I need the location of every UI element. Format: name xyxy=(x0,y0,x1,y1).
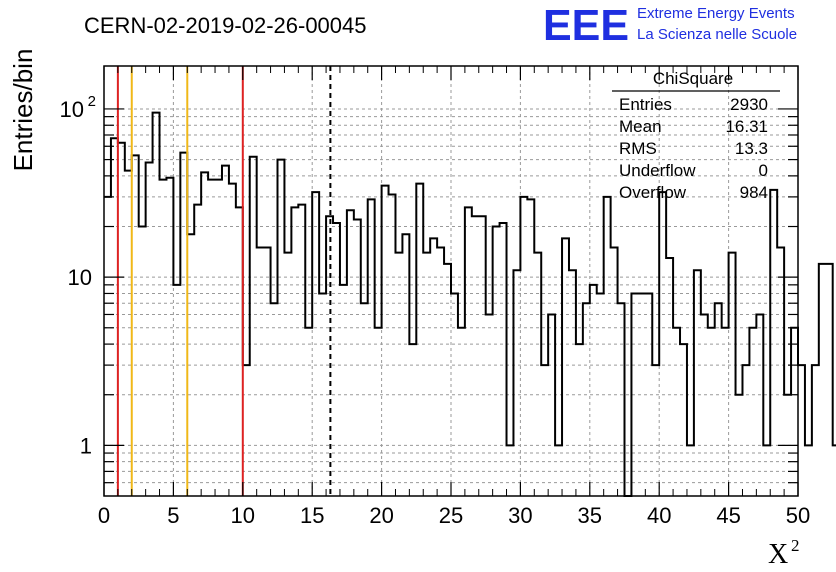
stats-title: ChiSquare xyxy=(653,69,733,88)
x-tick-label: 45 xyxy=(716,503,740,528)
x-tick-label: 5 xyxy=(167,503,179,528)
y-tick-label: 10 xyxy=(68,265,92,290)
stats-row-label: RMS xyxy=(619,139,657,158)
stats-row-label: Overflow xyxy=(619,183,687,202)
y-axis-title: Entries/bin xyxy=(8,49,38,172)
eee-logo: EEE Extreme Energy Events La Scienza nel… xyxy=(543,1,797,50)
y-axis-label: Entries/bin xyxy=(8,49,38,172)
stats-row-value: 2930 xyxy=(730,95,768,114)
x-axis: 0 5 10 15 20 25 30 35 40 45 50 xyxy=(98,66,810,528)
y-tick-label-exponent: 2 xyxy=(88,93,96,110)
histogram-bars xyxy=(104,111,836,497)
stats-rows: Entries 2930 Mean 16.31 RMS 13.3 Underflow 0 Ove… xyxy=(619,95,768,202)
stats-row-label: Mean xyxy=(619,117,662,136)
y-tick-label: 1 xyxy=(80,433,92,458)
x-axis-label: X xyxy=(768,539,788,570)
x-tick-label: 15 xyxy=(300,503,324,528)
logo-mark: EEE xyxy=(543,1,629,50)
x-axis-title: X 2 xyxy=(768,536,800,570)
stats-row-label: Underflow xyxy=(619,161,696,180)
y-tick-label: 10 xyxy=(60,97,84,122)
x-tick-label: 40 xyxy=(647,503,671,528)
x-tick-label: 20 xyxy=(369,503,393,528)
stats-row-value: 984 xyxy=(740,183,768,202)
x-axis-label-superscript: 2 xyxy=(791,536,800,555)
marker-lines xyxy=(116,66,332,496)
stats-row-value: 13.3 xyxy=(735,139,768,158)
logo-line-1: Extreme Energy Events xyxy=(637,5,795,22)
histogram-outline xyxy=(104,111,836,497)
x-tick-label: 25 xyxy=(439,503,463,528)
stats-row-value: 0 xyxy=(759,161,768,180)
x-tick-label: 35 xyxy=(578,503,602,528)
stats-row-label: Entries xyxy=(619,95,672,114)
x-tick-label: 10 xyxy=(231,503,255,528)
x-tick-label: 30 xyxy=(508,503,532,528)
stats-box: ChiSquare Entries 2930 Mean 16.31 RMS 13.3 Und… xyxy=(612,69,780,202)
logo-line-2: La Scienza nelle Scuole xyxy=(637,26,797,43)
stats-row-value: 16.31 xyxy=(725,117,768,136)
run-title: CERN-02-2019-02-26-00045 xyxy=(84,13,367,38)
x-tick-label: 50 xyxy=(786,503,810,528)
x-tick-label: 0 xyxy=(98,503,110,528)
